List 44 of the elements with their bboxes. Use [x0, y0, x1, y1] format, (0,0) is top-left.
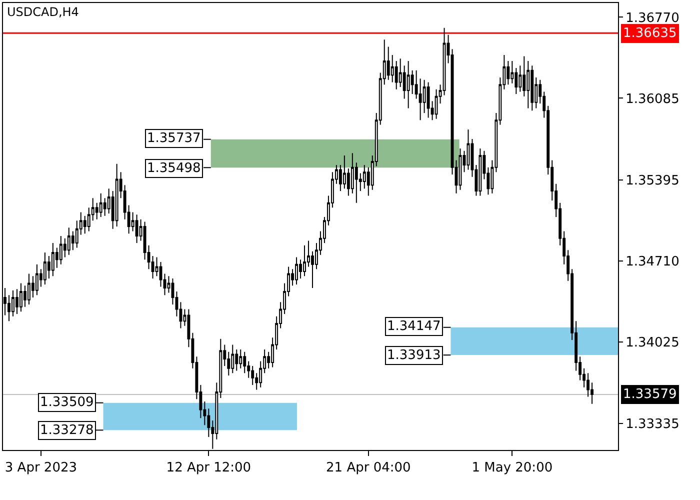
annotation: 1.33913 [387, 348, 441, 363]
candlestick [478, 148, 482, 196]
x-tick-label: 1 May 20:00 [472, 460, 553, 476]
annotation: 1.33278 [40, 423, 94, 438]
y-tick-label: 1.34710 [626, 254, 680, 270]
candlestick [115, 163, 118, 227]
candlestick [135, 214, 138, 244]
annotation: 1.35737 [147, 131, 201, 146]
candlestick [51, 242, 54, 277]
candlestick [458, 148, 462, 190]
candlestick [295, 256, 298, 285]
x-tick-label: 21 Apr 04:00 [326, 460, 411, 476]
annotation: 1.33509 [40, 395, 94, 410]
annotation: 1.35498 [147, 161, 201, 176]
candlestick [530, 65, 534, 112]
candlestick [99, 192, 102, 218]
candlestick [426, 82, 430, 118]
candlestick [239, 348, 242, 369]
y-tick-label: 1.36085 [626, 92, 680, 107]
candlestick [67, 227, 70, 256]
x-tick-label: 3 Apr 2023 [4, 460, 77, 476]
candlestick [27, 273, 30, 306]
candlestick [526, 60, 530, 109]
candlestick [406, 60, 410, 109]
annotation: 1.34147 [387, 319, 441, 334]
candlestick [59, 235, 62, 265]
y-tick-label: 1.33335 [626, 416, 680, 432]
candlestick [19, 282, 22, 312]
y-tick-label: 1.35395 [626, 173, 680, 188]
chart-title: USDCAD,H4 [7, 4, 79, 19]
ref-line-label: 1.36635 [623, 26, 677, 41]
candlestick [35, 264, 38, 296]
candlestick [434, 88, 438, 120]
candlestick [235, 348, 238, 372]
candlestick [251, 366, 254, 386]
candlestick [43, 252, 46, 285]
ref-line-label: 1.33579 [623, 387, 677, 402]
x-tick-label: 12 Apr 12:00 [166, 460, 252, 476]
y-tick-label: 1.36770 [626, 10, 680, 26]
candlestick [231, 344, 234, 374]
y-tick-label: 1.34025 [626, 335, 680, 350]
candlestick [243, 351, 246, 374]
candlestick [12, 290, 14, 317]
candlestick [303, 244, 306, 277]
